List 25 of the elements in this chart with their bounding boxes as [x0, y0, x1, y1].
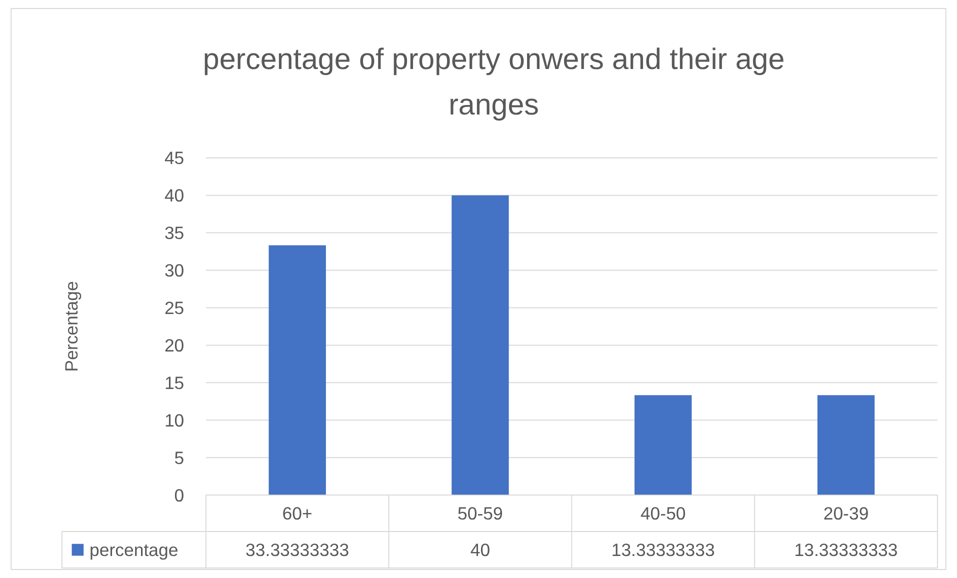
data-label: 40: [470, 540, 490, 560]
bar: [268, 245, 326, 496]
x-tick-label: 20-39: [823, 504, 869, 524]
x-tick-label: 40-50: [640, 504, 686, 524]
y-tick-label: 5: [174, 448, 184, 468]
bar: [452, 195, 509, 496]
y-tick-label: 15: [164, 372, 184, 393]
y-tick-label: 10: [164, 410, 184, 430]
legend-label: percentage: [90, 540, 178, 560]
y-tick-label: 30: [164, 260, 184, 280]
y-tick-label: 0: [174, 485, 184, 506]
bar: [634, 395, 692, 496]
x-tick-label: 60+: [282, 504, 312, 524]
y-axis-title: Percentage: [62, 280, 82, 372]
y-tick-label: 35: [164, 223, 184, 244]
y-tick-label: 20: [164, 335, 184, 356]
bar: [817, 395, 875, 496]
y-tick-label: 40: [164, 186, 184, 206]
data-label: 13.33333333: [794, 540, 898, 560]
data-label: 13.33333333: [611, 540, 716, 560]
chart-title: percentage of property onwers and their age ranges: [202, 43, 785, 122]
x-tick-label: 50-59: [458, 504, 504, 524]
y-tick-label: 45: [164, 148, 184, 168]
data-label: 33.33333333: [246, 540, 350, 560]
y-tick-label: 25: [164, 298, 184, 318]
